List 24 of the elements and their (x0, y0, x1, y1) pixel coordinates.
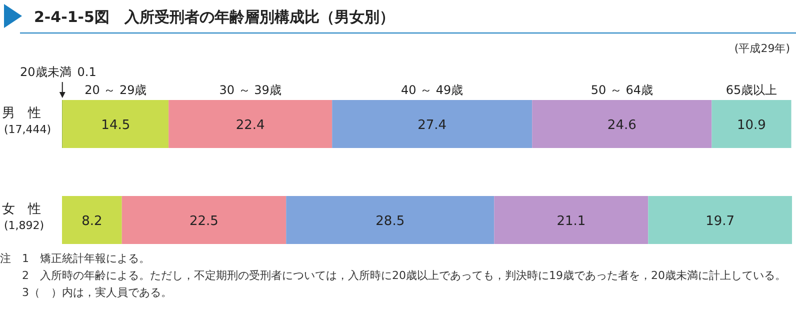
data-label: 19.7 (706, 214, 735, 229)
data-label: 28.5 (376, 214, 405, 229)
data-label: 21.1 (556, 214, 586, 229)
chart-subtitle: (平成29年) (734, 42, 790, 55)
series-label: 20歳未満 (20, 65, 72, 79)
text: 3（ ）内は，実人員である。 (21, 285, 173, 301)
chart-title: 2-4-1-5図 入所受刑者の年齢層別構成比（男女別） (34, 8, 394, 26)
data-label: 14.5 (101, 118, 130, 133)
series-label: 50 ～ 64歳 (590, 83, 653, 97)
annotation: 注 1 矯正統計年報による。 (0, 251, 151, 267)
series-label: 40 ～ 49歳 (401, 83, 464, 97)
data-label: 27.4 (418, 118, 447, 133)
text: 2 入所時の年齢による。ただし，不定期刑の受刑者については，入所時に20歳以上であっても，判決時に19歳であった者を，20歳未満に計上している。 (21, 268, 787, 284)
data-label: 0.1 (77, 65, 96, 79)
series-label: 65歳以上 (726, 83, 778, 97)
data-label: 24.6 (607, 118, 636, 133)
data-label: 8.2 (82, 214, 102, 229)
series-label: 20 ～ 29歳 (84, 83, 147, 97)
data-label: 22.4 (236, 118, 265, 133)
y-tick-label: 男 性 (17,444) (2, 106, 52, 136)
y-tick-label: 女 性 (1,892) (2, 202, 44, 232)
data-label: 22.5 (190, 214, 218, 229)
series-label: 30 ～ 39歳 (219, 83, 282, 97)
data-label: 10.9 (737, 118, 766, 133)
